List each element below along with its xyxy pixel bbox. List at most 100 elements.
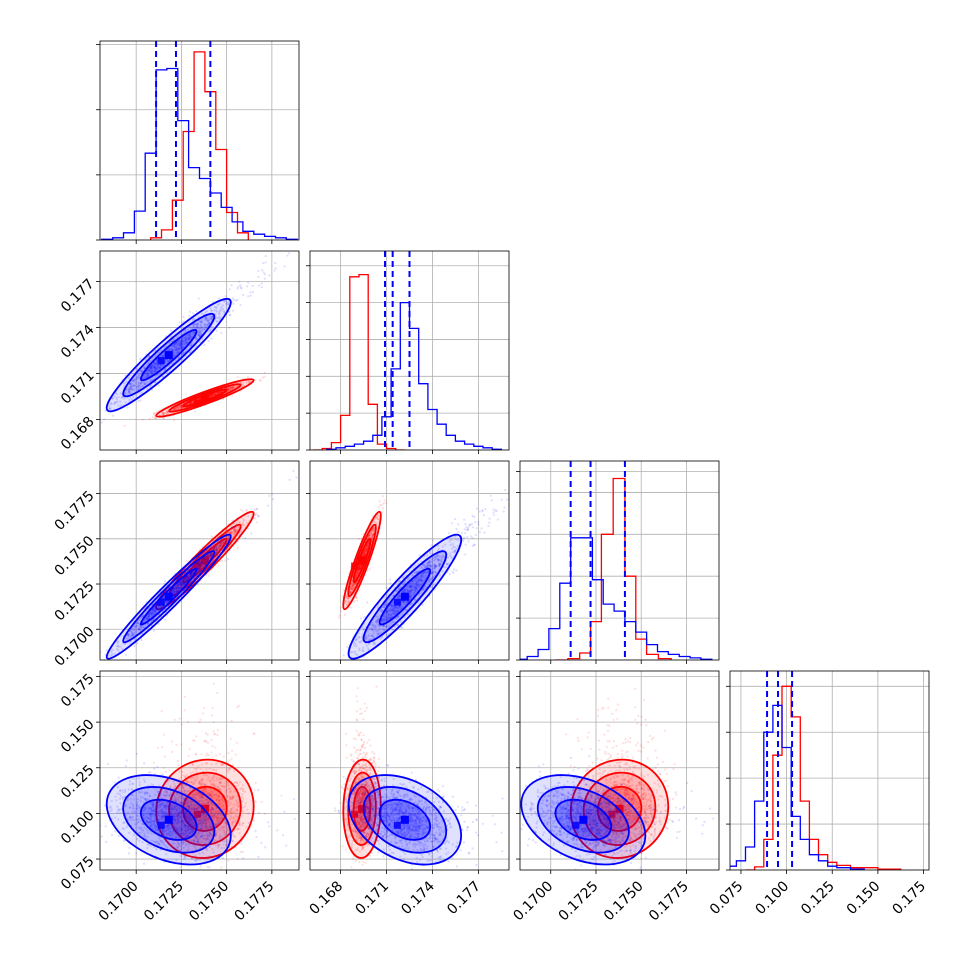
scatter-point (215, 549, 218, 553)
scatter-point (150, 379, 153, 382)
scatter-point (150, 365, 153, 368)
scatter-point (217, 564, 220, 567)
scatter-point (179, 342, 182, 345)
scatter-point (234, 528, 237, 531)
scatter-point (131, 382, 134, 385)
scatter-point (228, 288, 231, 291)
scatter-point (119, 392, 122, 395)
scatter-point (210, 394, 213, 397)
scatter-point (157, 366, 160, 369)
scatter-point (180, 339, 183, 342)
scatter-point (248, 380, 251, 383)
scatter-point (179, 340, 182, 343)
scatter-point (266, 504, 269, 507)
scatter-point (229, 386, 232, 390)
scatter-point (191, 401, 194, 404)
scatter-point (184, 338, 187, 341)
scatter-point (209, 393, 212, 397)
scatter-point (138, 387, 141, 390)
scatter-point (263, 273, 266, 276)
scatter-point (180, 404, 183, 408)
scatter-point (216, 392, 219, 395)
scatter-point (100, 661, 102, 663)
scatter-point (235, 529, 238, 532)
scatter-point (140, 391, 144, 394)
scatter-point (216, 547, 219, 550)
scatter-point (197, 330, 200, 333)
scatter-point (111, 397, 114, 400)
scatter-point (196, 322, 199, 325)
scatter-point (214, 548, 217, 551)
scatter-point (117, 396, 120, 399)
scatter-point (230, 532, 233, 535)
scatter-point (132, 380, 135, 383)
scatter-point (207, 318, 211, 321)
density-peak (164, 351, 173, 360)
scatter-point (147, 381, 150, 384)
scatter-point (157, 363, 160, 366)
scatter-point (232, 522, 235, 526)
scatter-point (193, 330, 196, 333)
scatter-point (139, 369, 142, 372)
scatter-point (213, 393, 216, 396)
scatter-point (145, 372, 148, 375)
scatter-point (198, 334, 201, 338)
scatter-point (193, 323, 197, 326)
scatter-point (136, 385, 139, 389)
scatter-point (149, 366, 152, 369)
scatter-point (154, 368, 157, 371)
scatter-point (149, 366, 152, 369)
scatter-point (170, 347, 173, 351)
scatter-point (139, 357, 142, 361)
scatter-point (94, 672, 96, 674)
scatter-point (186, 334, 189, 337)
scatter-point (198, 331, 201, 334)
scatter-point (132, 384, 135, 387)
scatter-point (161, 413, 165, 416)
scatter-point (196, 324, 199, 327)
scatter-point (198, 334, 201, 337)
scatter-point (209, 554, 212, 557)
scatter-point (148, 370, 151, 373)
scatter-point (242, 293, 245, 297)
scatter-point (154, 355, 157, 358)
scatter-point (127, 377, 130, 380)
scatter-point (150, 365, 153, 368)
scatter-point (114, 401, 117, 404)
scatter-point (143, 383, 147, 386)
scatter-point (213, 305, 216, 309)
scatter-point (339, 606, 342, 610)
scatter-point (228, 314, 231, 317)
scatter-point (185, 338, 188, 341)
scatter-point (189, 402, 192, 405)
scatter-point (161, 411, 164, 414)
scatter-point (146, 372, 149, 375)
scatter-point (218, 545, 221, 548)
scatter-point (180, 406, 183, 409)
scatter-point (143, 382, 146, 385)
scatter-point (151, 363, 154, 366)
scatter-point (154, 363, 157, 366)
scatter-point (212, 309, 215, 312)
scatter-point (163, 411, 166, 414)
scatter-point (160, 363, 163, 366)
scatter-point (123, 382, 126, 385)
scatter-point (179, 342, 182, 345)
scatter-point (185, 339, 188, 342)
scatter-point (173, 418, 176, 422)
scatter-point (211, 551, 214, 555)
scatter-point (103, 418, 106, 421)
scatter-point (211, 394, 214, 397)
scatter-point (210, 317, 213, 321)
scatter-point (211, 393, 214, 396)
scatter-point (149, 380, 152, 383)
scatter-point (230, 531, 233, 534)
scatter-point (108, 408, 111, 411)
scatter-point (128, 390, 131, 393)
scatter-point (129, 383, 132, 386)
scatter-point (229, 388, 232, 392)
scatter-point (166, 412, 169, 415)
scatter-point (187, 338, 190, 341)
scatter-point (172, 344, 175, 347)
density-peak (200, 393, 209, 402)
